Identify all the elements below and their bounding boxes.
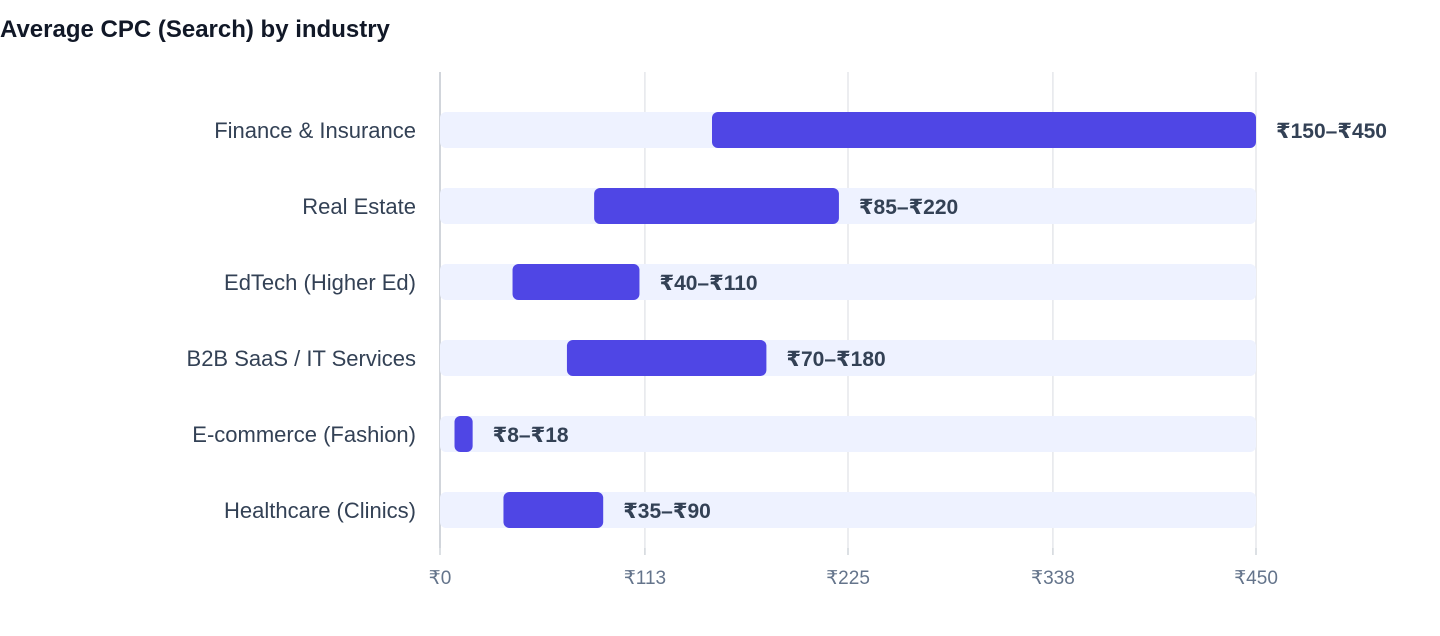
x-tick-label: ₹338: [1031, 568, 1075, 589]
range-value-label: ₹40–₹110: [659, 272, 757, 295]
bar-track: [440, 188, 1256, 224]
range-labels: ₹150–₹450 ₹85–₹220 ₹40–₹110 ₹70–₹180 ₹8–₹18 ₹…: [493, 120, 1387, 523]
category-label: B2B SaaS / IT Services: [187, 346, 416, 371]
range-bar[interactable]: [566, 340, 767, 376]
x-tick-label: ₹0: [429, 568, 452, 589]
x-axis-ticks: ₹0 ₹113 ₹225 ₹338 ₹450: [429, 548, 1278, 589]
range-bar[interactable]: [454, 416, 473, 452]
bar-track: [440, 492, 1256, 528]
range-bars: [454, 112, 1256, 528]
category-label: Healthcare (Clinics): [224, 498, 416, 523]
range-value-label: ₹70–₹180: [786, 348, 885, 371]
bar-track: [440, 416, 1256, 452]
range-value-label: ₹35–₹90: [623, 500, 711, 523]
category-label: EdTech (Higher Ed): [224, 270, 416, 295]
range-bar[interactable]: [594, 188, 839, 224]
range-value-label: ₹8–₹18: [493, 424, 569, 447]
category-labels: Finance & Insurance Real Estate EdTech (Hi…: [187, 118, 416, 523]
category-label: E-commerce (Fashion): [192, 422, 416, 447]
grid-lines: [439, 72, 1257, 548]
bar-track: [440, 264, 1256, 300]
range-bar[interactable]: [512, 264, 640, 300]
range-value-label: ₹85–₹220: [859, 196, 958, 219]
category-label: Real Estate: [302, 194, 416, 219]
category-label: Finance & Insurance: [214, 118, 416, 143]
x-tick-label: ₹113: [624, 568, 666, 589]
range-value-label: ₹150–₹450: [1276, 120, 1387, 143]
x-tick-label: ₹225: [826, 568, 870, 589]
x-tick-label: ₹450: [1234, 568, 1278, 589]
chart-title: Average CPC (Search) by industry: [0, 16, 390, 43]
range-bar[interactable]: [712, 112, 1256, 148]
range-bar[interactable]: [503, 492, 604, 528]
